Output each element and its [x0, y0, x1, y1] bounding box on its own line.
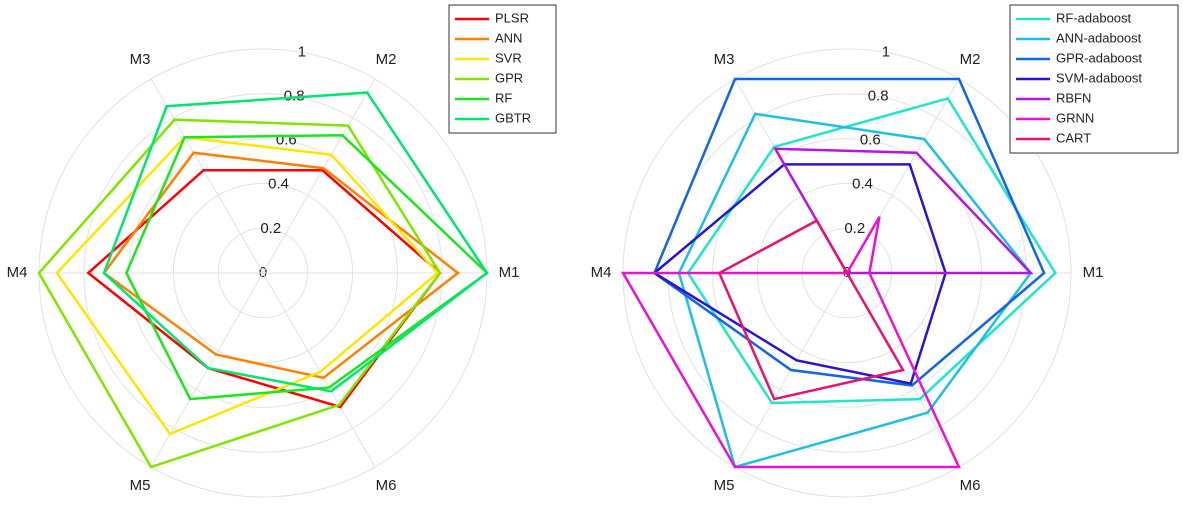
- r-tick-label: 0.2: [844, 220, 865, 237]
- legend: PLSR ANN SVR GPR RF GBTR: [448, 4, 557, 134]
- series-line: [125, 134, 489, 401]
- spoke: [262, 78, 376, 274]
- axis-label: M6: [376, 477, 397, 494]
- axis-label: M4: [591, 264, 612, 281]
- radar-chart: 00.20.40.60.81M1M2M3M4M5M6RF-adaboostANN…: [591, 4, 1179, 498]
- legend-box: [448, 4, 557, 134]
- axis-label: M2: [960, 51, 981, 68]
- r-tick-label: 0.4: [268, 176, 289, 193]
- series-line: [620, 216, 961, 469]
- legend-label: RF-adaboost: [1056, 10, 1132, 25]
- legend-label: SVM-adaboost: [1056, 70, 1142, 85]
- legend-label: RF: [495, 90, 512, 105]
- spoke: [150, 78, 264, 274]
- legend-label: GBTR: [495, 110, 531, 125]
- legend-label: CART: [1056, 130, 1091, 145]
- r-tick-label: 0.8: [868, 87, 889, 104]
- r-tick-label: 0.8: [284, 87, 305, 104]
- legend-label: ANN: [495, 30, 522, 45]
- radar-chart: 00.20.40.60.81M1M2M3M4M5M6PLSRANNSVRGPRR…: [7, 4, 557, 498]
- spoke: [150, 272, 264, 468]
- axis-label: M3: [130, 51, 151, 68]
- series-line: [773, 147, 1034, 275]
- spoke: [262, 272, 376, 468]
- axis-label: M6: [960, 477, 981, 494]
- legend-label: GPR: [495, 70, 523, 85]
- axis-label: M3: [714, 51, 735, 68]
- legend-label: GPR-adaboost: [1056, 50, 1142, 65]
- series-line: [717, 218, 905, 401]
- series-line: [37, 118, 442, 469]
- axis-label: M1: [499, 264, 520, 281]
- series-line: [102, 91, 489, 393]
- legend-label: ANN-adaboost: [1056, 30, 1142, 45]
- legend: RF-adaboost ANN-adaboost GPR-adaboost SVM-a…: [1009, 4, 1179, 154]
- legend-label: GRNN: [1056, 110, 1094, 125]
- legend-label: SVR: [495, 50, 522, 65]
- series-line: [55, 135, 440, 436]
- legend-label: RBFN: [1056, 90, 1091, 105]
- axis-label: M2: [376, 51, 397, 68]
- r-tick-label: 0.6: [860, 132, 881, 149]
- r-tick-label: 0.6: [276, 132, 297, 149]
- series-line: [677, 112, 1033, 469]
- r-tick-label: 1: [298, 43, 306, 60]
- r-tick-label: 0.4: [852, 176, 873, 193]
- axis-label: M1: [1083, 264, 1104, 281]
- r-tick-label: 0.2: [260, 220, 281, 237]
- axis-label: M5: [130, 477, 151, 494]
- axis-label: M5: [714, 477, 735, 494]
- series-line: [86, 168, 442, 409]
- legend-label: PLSR: [495, 10, 529, 25]
- axis-label: M4: [7, 264, 28, 281]
- r-tick-label: 1: [882, 43, 890, 60]
